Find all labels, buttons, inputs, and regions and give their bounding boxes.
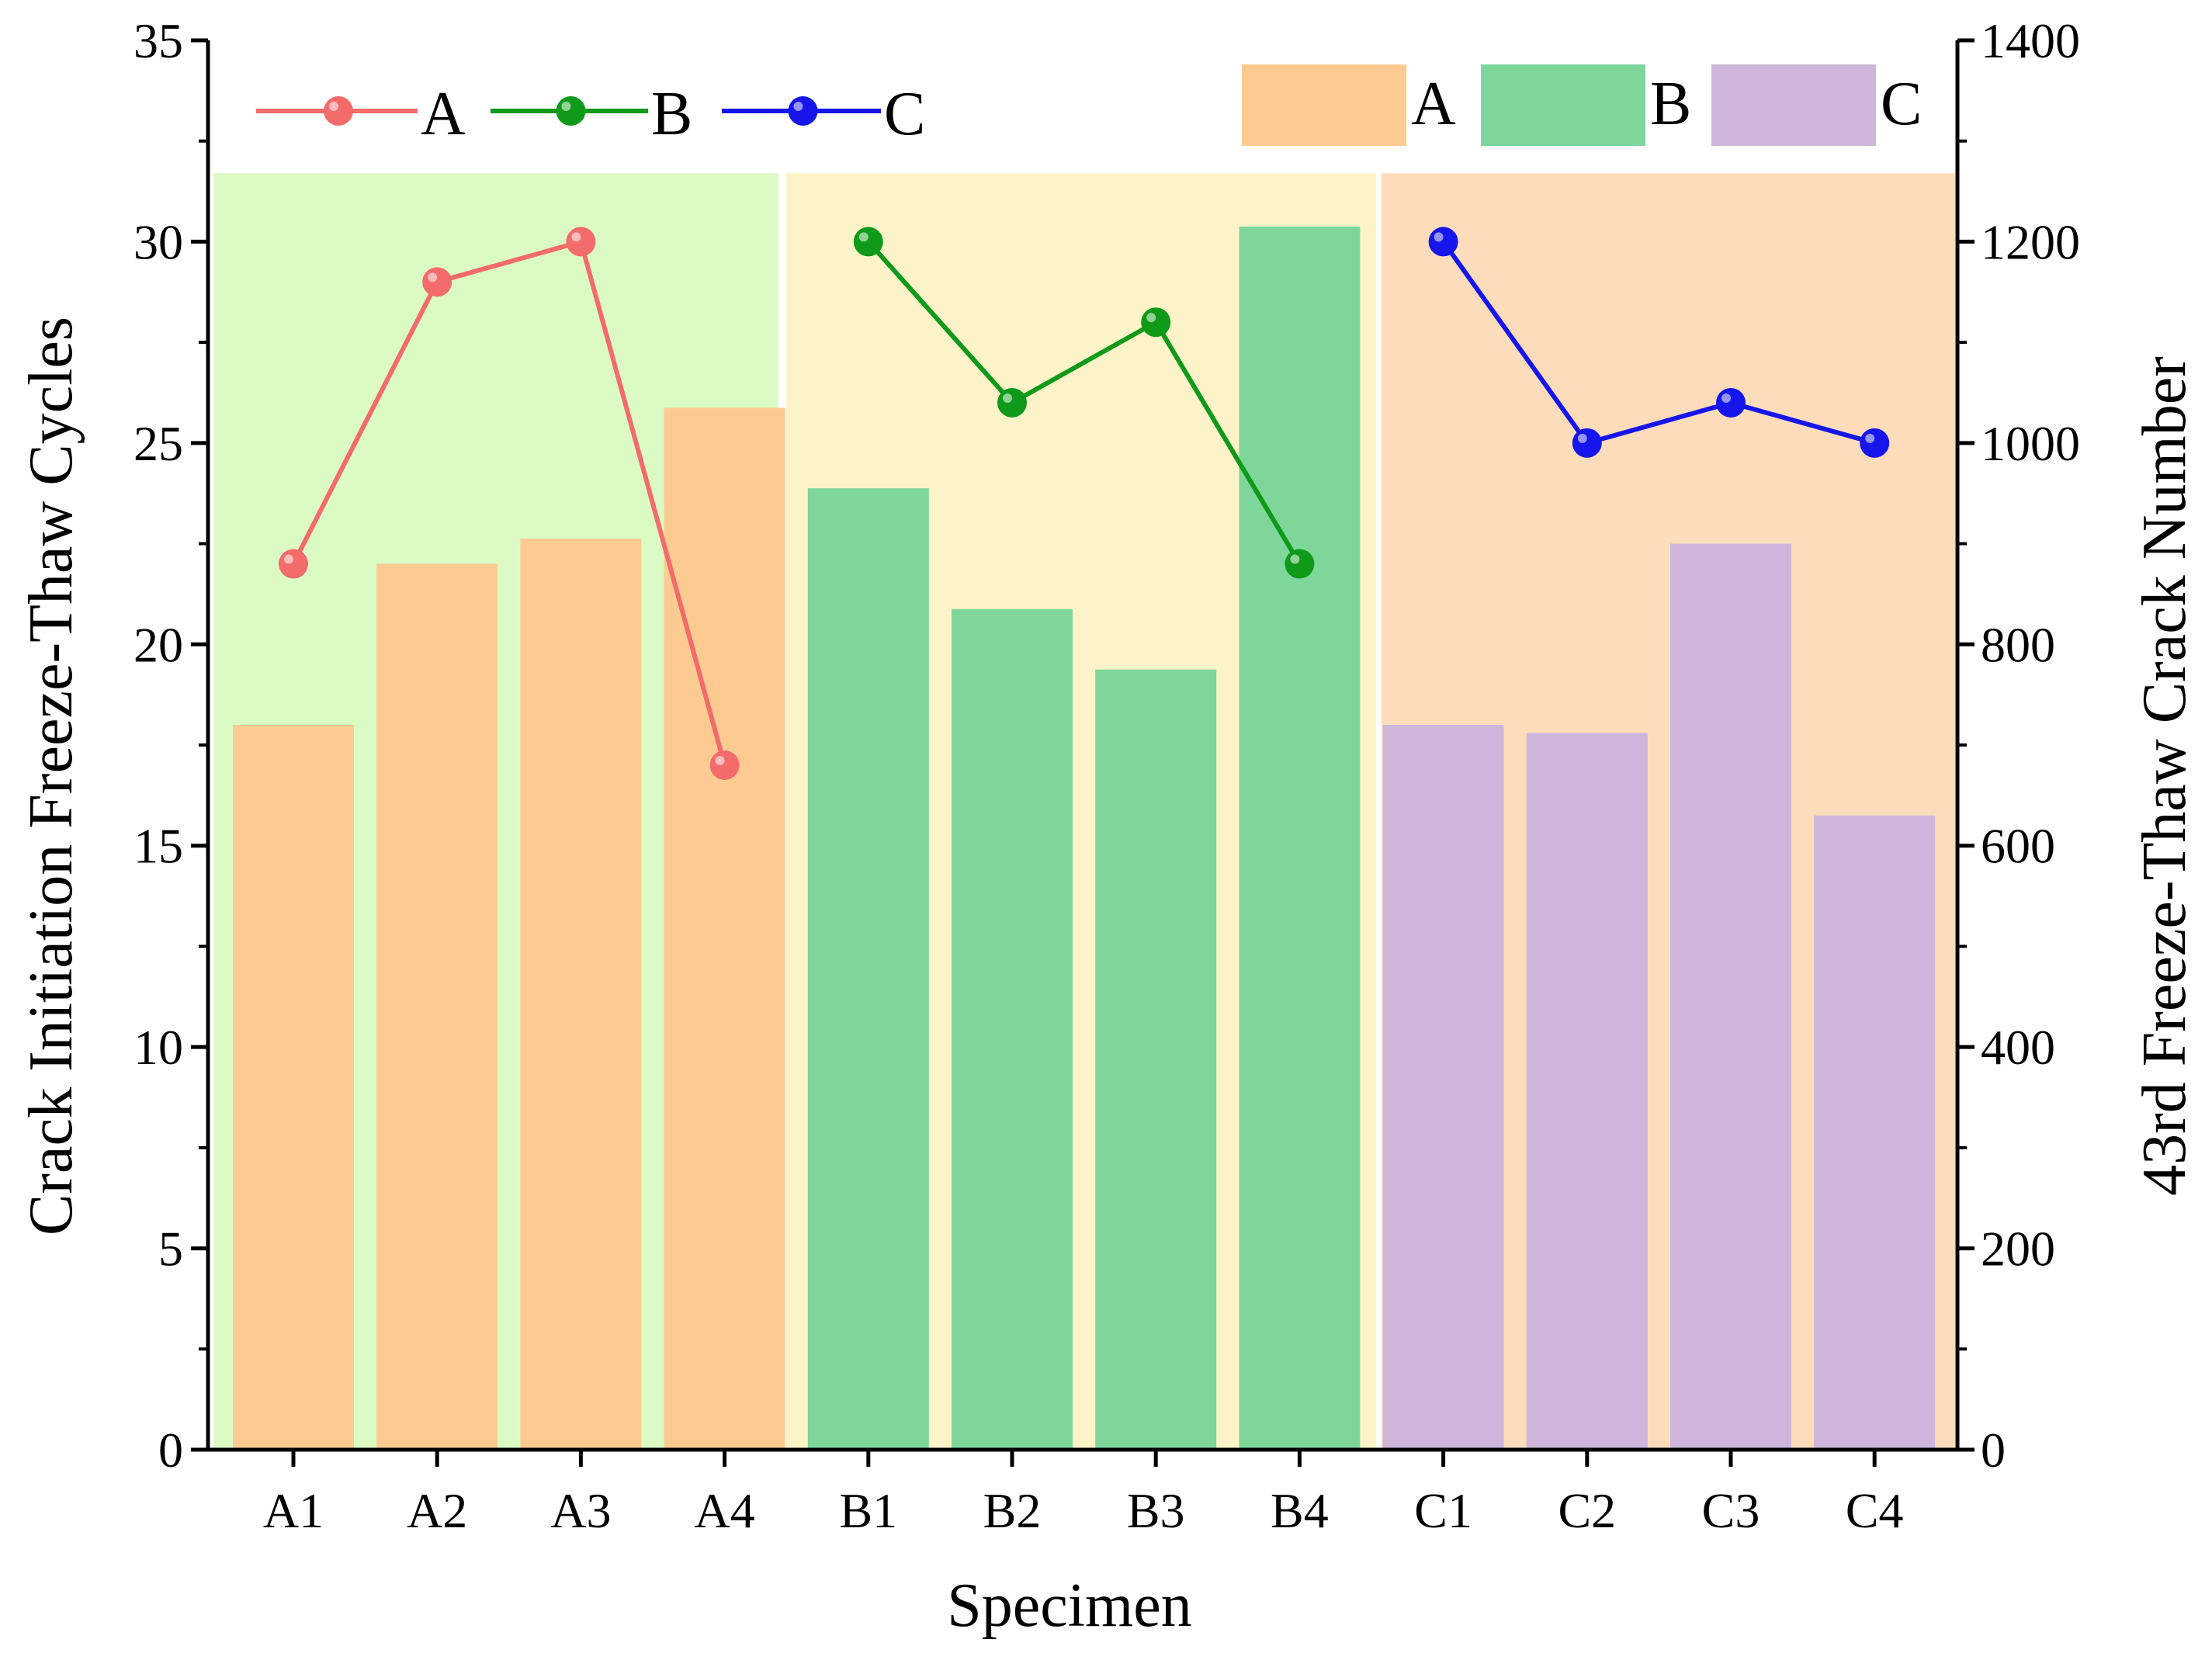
y-axis-right-title: 43rd Freeze-Thaw Crack Number [2131,356,2199,1196]
bar-a2 [376,563,498,1450]
point-a4 [709,750,740,780]
point-highlight-c1 [1434,232,1444,242]
y-left-tick-label: 35 [133,13,183,68]
y-right-tick-label: 0 [1981,1423,2006,1478]
bar-a3 [520,539,642,1450]
y-right-tick-label: 600 [1981,819,2055,874]
line-series-b [866,240,1302,566]
point-highlight-b4 [1290,554,1300,564]
legend-swatch-c [1711,64,1876,146]
legend-marker-highlight [561,102,571,111]
bar-c4 [1814,815,1936,1450]
point-highlight-a3 [571,232,581,242]
bar-b4 [1239,226,1361,1450]
point-a3 [566,227,596,257]
legend-marker-c [788,96,818,126]
point-highlight-a4 [715,755,725,765]
y-right-tick-label: 400 [1981,1020,2055,1075]
legend-line-label-b: B [651,80,692,148]
legend-bar-label-a: A [1411,70,1456,138]
x-tick-label-a4: A4 [694,1483,754,1538]
line-series-c [1441,240,1876,445]
bar-b3 [1095,669,1217,1450]
line-layer [279,227,1890,780]
x-tick-label-a2: A2 [407,1483,467,1538]
x-tick-label-c1: C1 [1414,1483,1472,1538]
legend-swatch-b [1481,64,1645,146]
point-highlight-b2 [1003,393,1012,403]
point-highlight-b3 [1146,313,1156,323]
x-tick-label-b4: B4 [1271,1483,1329,1538]
y-left-tick-label: 30 [133,214,183,269]
legend-marker-highlight [793,102,803,111]
x-tick-label-a1: A1 [263,1483,324,1538]
y-axis-left-title: Crack Initiation Freeze-Thaw Cycles [17,317,85,1235]
x-tick-label-b3: B3 [1127,1483,1185,1538]
point-highlight-c2 [1577,433,1587,443]
point-c3 [1716,387,1746,418]
line-series-a [291,239,727,766]
y-right-tick-label: 800 [1981,617,2055,672]
point-c1 [1428,227,1458,257]
bar-b2 [952,608,1073,1450]
legend-bar-label-b: B [1650,70,1691,138]
point-b2 [997,387,1027,418]
x-axis-title: Specimen [947,1572,1191,1640]
legend-swatch-a [1242,64,1406,146]
point-c4 [1860,428,1890,458]
point-c2 [1572,428,1602,458]
axes: 0 5 10 15 20 25 30 35 0 200 400 600 800 1000 1200 1400 A… [133,13,2080,1538]
y-right-tick-label: 200 [1981,1222,2055,1277]
point-highlight-c4 [1865,433,1875,443]
legend-marker-highlight [329,102,338,111]
x-tick-label-c4: C4 [1846,1483,1904,1538]
bar-c3 [1670,543,1791,1450]
point-b4 [1285,549,1315,579]
point-a1 [279,549,308,579]
bar-a1 [233,725,354,1450]
y-left-tick-label: 15 [133,819,183,874]
y-right-tick-label: 1400 [1981,13,2080,68]
legend-line-label-c: C [884,80,925,148]
x-tick-label-b2: B2 [983,1483,1042,1538]
point-a2 [422,267,452,297]
y-right-tick-label: 1000 [1981,416,2080,471]
legend-marker-a [324,96,353,126]
point-highlight-c3 [1721,393,1731,403]
point-b3 [1141,307,1171,338]
x-tick-label-c2: C2 [1558,1483,1616,1538]
x-tick-label-b1: B1 [839,1483,897,1538]
y-left-tick-label: 25 [133,416,183,471]
y-left-tick-label: 0 [158,1423,183,1478]
point-highlight-b1 [858,232,869,242]
y-left-tick-label: 10 [133,1020,183,1075]
bar-c2 [1526,733,1648,1450]
x-tick-label-c3: C3 [1702,1483,1760,1538]
point-highlight-a1 [284,554,293,564]
y-left-tick-label: 5 [158,1222,183,1277]
bar-c1 [1382,725,1504,1450]
y-right-tick-label: 1200 [1981,214,2080,269]
bar-b1 [807,488,929,1450]
y-left-tick-label: 20 [133,617,183,672]
legend-marker-b [556,96,586,126]
bar-layer [233,226,1936,1450]
point-b1 [853,227,883,257]
legend-bar-label-c: C [1881,70,1922,138]
point-highlight-a2 [428,272,438,282]
bar-a4 [664,407,785,1450]
legend-line-label-a: A [421,80,466,148]
x-tick-label-a3: A3 [550,1483,611,1538]
